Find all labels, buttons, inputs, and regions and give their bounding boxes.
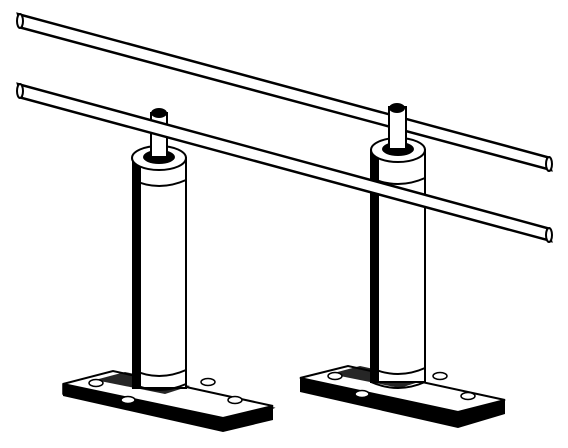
mounting-hole	[88, 378, 104, 388]
back-rod	[16, 12, 553, 172]
front-rod	[16, 82, 553, 243]
left-base-plate	[62, 369, 276, 432]
mounting-hole	[354, 389, 370, 399]
mounting-hole	[432, 371, 448, 381]
mounting-hole	[227, 395, 243, 405]
right-base-holes	[327, 371, 476, 401]
mounting-hole	[200, 377, 216, 387]
mounting-hole	[460, 391, 476, 401]
left-base-holes	[88, 377, 243, 405]
mounting-hole	[120, 395, 136, 405]
right-post	[370, 103, 426, 389]
left-post	[131, 108, 187, 391]
mounting-hole	[327, 371, 343, 381]
